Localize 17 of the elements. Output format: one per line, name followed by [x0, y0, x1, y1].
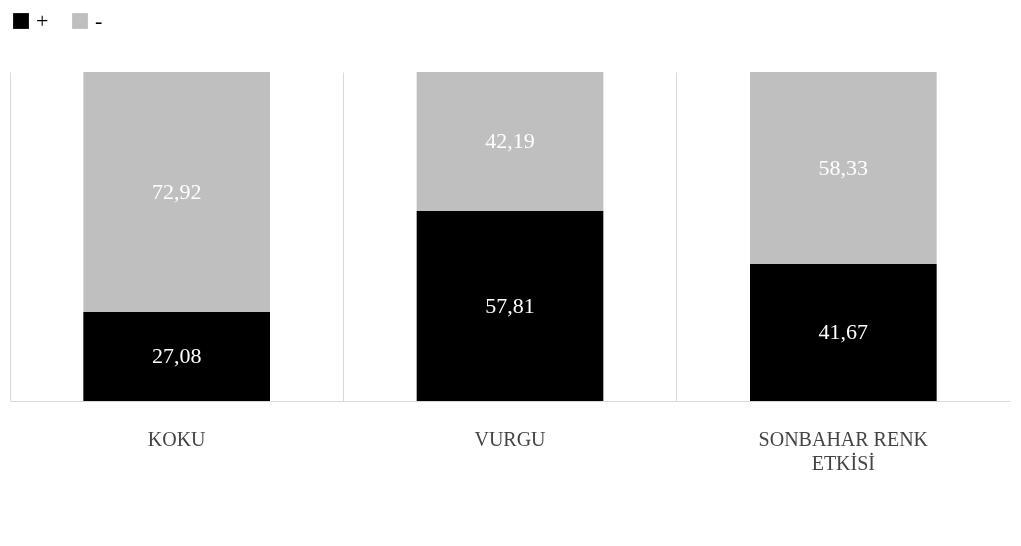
x-tick-label: KOKU: [147, 427, 207, 450]
bar: [416, 72, 604, 211]
data-label: 57,81: [485, 292, 535, 318]
data-label: 41,67: [818, 319, 869, 345]
x-tick-label: VURGU: [474, 427, 547, 450]
data-label: 58,33: [818, 154, 869, 180]
data-label: 72,92: [151, 178, 202, 204]
data-label: 42,19: [485, 128, 535, 154]
bar: [750, 263, 937, 401]
x-tick-label: SONBAHAR RENK ETKİSİ: [758, 427, 929, 474]
legend-label: +: [36, 8, 49, 33]
bar: [750, 72, 937, 264]
legend-label: -: [95, 8, 103, 33]
bar: [83, 311, 270, 401]
bar: [416, 210, 604, 401]
bar: [83, 72, 270, 312]
data-label: 27,08: [151, 343, 202, 369]
